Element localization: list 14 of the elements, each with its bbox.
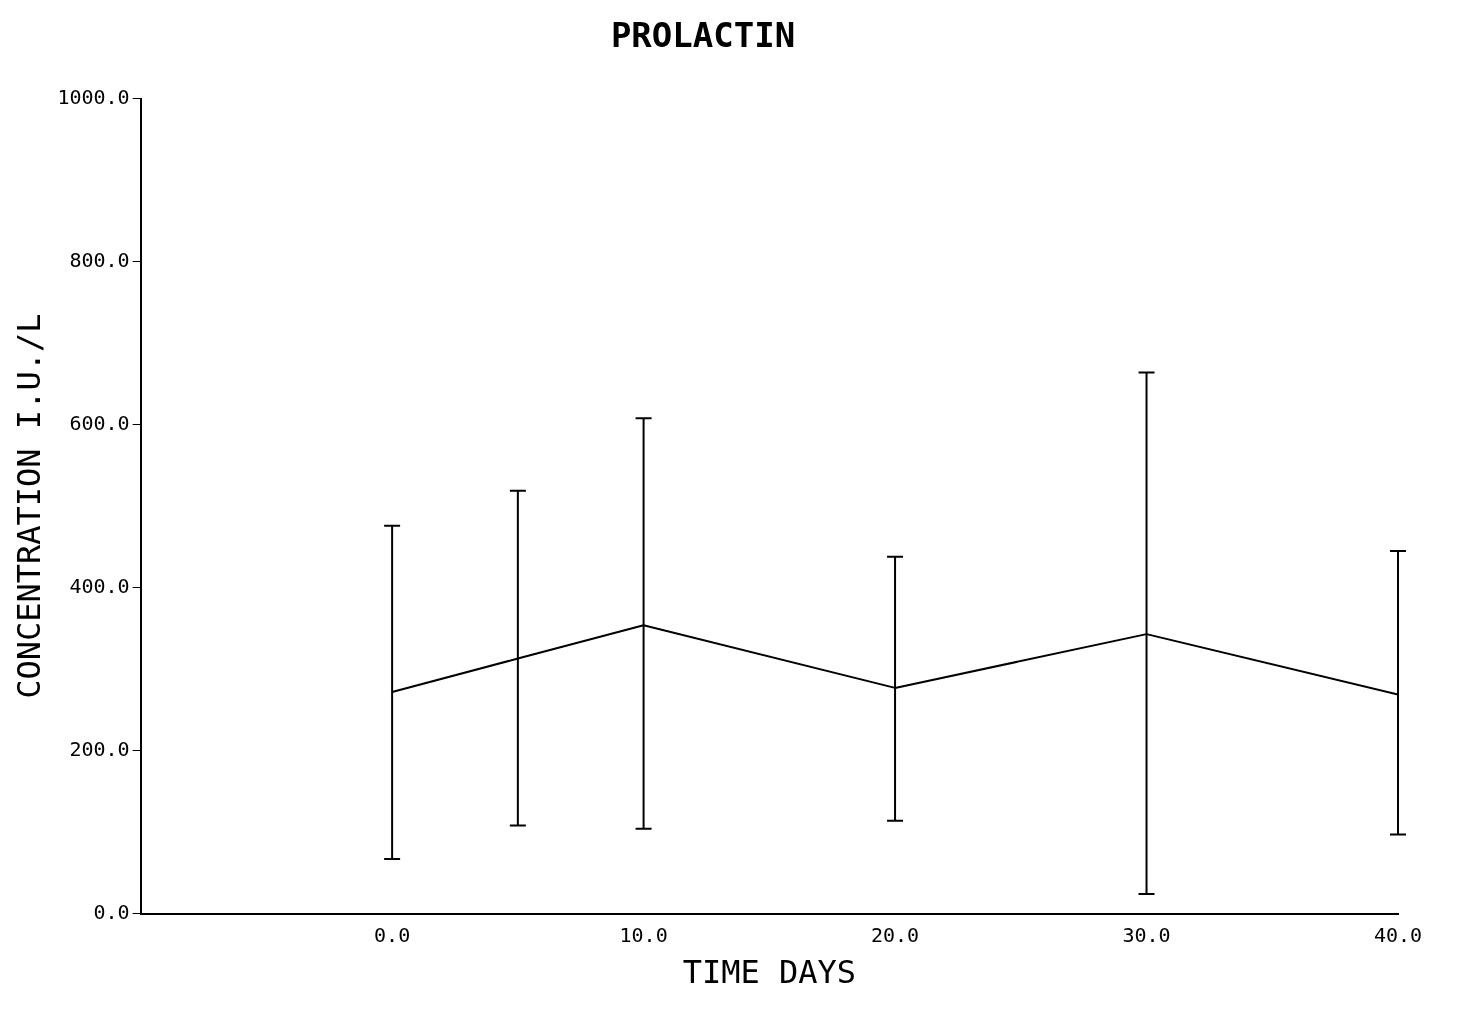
x-tick-label: 20.0 <box>870 922 920 947</box>
y-tick-label: 600.0 <box>69 410 130 435</box>
y-axis-title: CONCENTRATION I.U./L <box>9 313 48 699</box>
y-tick-label: 400.0 <box>69 573 130 598</box>
x-axis-title: TIME DAYS <box>682 953 857 992</box>
y-tick-label: 200.0 <box>69 736 130 761</box>
x-tick-label: 30.0 <box>1122 922 1171 947</box>
x-tick-label: 10.0 <box>619 922 668 947</box>
y-tick-label: 1000.0 <box>57 85 130 109</box>
y-tick-label: 800.0 <box>69 247 130 272</box>
x-tick-label: 40.0 <box>1373 922 1423 947</box>
y-tick-label: 0.0 <box>93 899 130 924</box>
x-tick-label: 0.0 <box>374 922 411 947</box>
chart-title: PROLACTIN <box>610 15 796 56</box>
